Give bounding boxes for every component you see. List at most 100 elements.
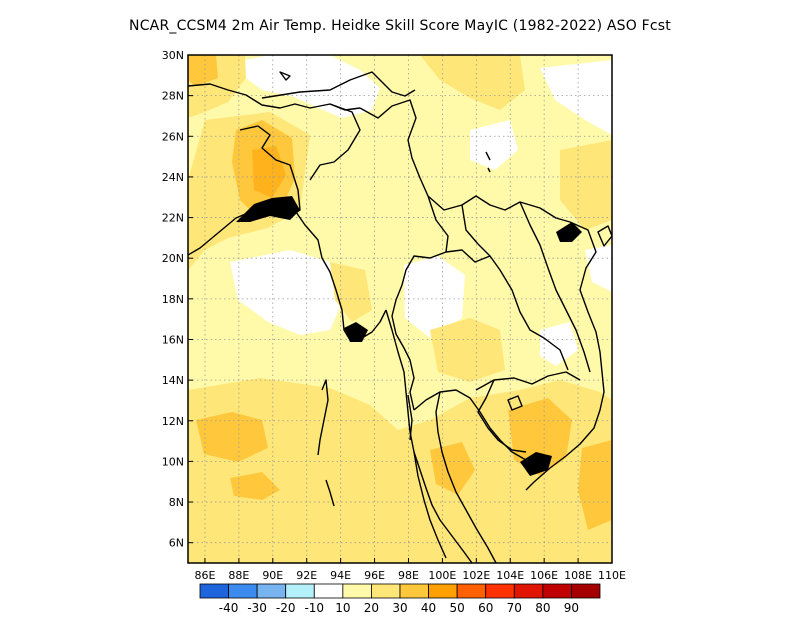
coast-malay-west: [413, 451, 473, 563]
colorbar-label: 30: [392, 601, 407, 615]
coastlines-borders: [188, 71, 612, 563]
field-20-30-south: [188, 378, 612, 563]
border-thailand-laos: [445, 249, 569, 371]
colorbar-swatch: [199, 583, 229, 599]
colorbar-label: -40: [219, 601, 239, 615]
lat-tick-label: 10N: [162, 455, 184, 468]
colorbar-label: 40: [421, 601, 436, 615]
field-30-40-sw-ocean: [196, 412, 268, 462]
delta-coastline-detail: [236, 196, 582, 476]
field-20-30-central-thailand: [430, 318, 505, 382]
colorbar-swatch: [513, 583, 544, 599]
lat-tick-label: 12N: [162, 415, 184, 428]
colorbar-label: 60: [478, 601, 493, 615]
lat-tick-label: 30N: [162, 49, 184, 62]
colorbar-swatch: [228, 583, 258, 599]
lat-tick-label: 20N: [162, 252, 184, 265]
lon-tick-label: 102E: [462, 569, 490, 582]
colorbar: [199, 583, 601, 599]
field-20-30-south-china: [560, 140, 612, 230]
lat-tick-label: 8N: [169, 496, 184, 509]
colorbar-label: 20: [364, 601, 379, 615]
lon-tick-label: 90E: [262, 569, 283, 582]
delta-mekong: [520, 452, 552, 476]
colorbar-swatch: [399, 583, 429, 599]
islands-mergui: [407, 394, 413, 441]
field-near-zero-bay: [230, 250, 345, 335]
lon-tick-label: 88E: [228, 569, 249, 582]
lat-tick-label: 16N: [162, 333, 184, 346]
lat-tick-label: 24N: [162, 171, 184, 184]
border-myanmar-china: [359, 99, 571, 223]
colorbar-label: -10: [304, 601, 324, 615]
lon-tick-label: 94E: [330, 569, 351, 582]
colorbar-swatch: [542, 583, 572, 599]
longitude-axis: 86E 88E 90E 92E 94E 96E 98E 100E 102E 104E 106E 108…: [194, 558, 626, 582]
colorbar-labels: -40 -30 -20 -10 10 20 30 40 50 60 70 80 90: [219, 601, 579, 615]
colorbar-swatch: [371, 583, 401, 599]
lake-tonle-sap: [507, 395, 523, 411]
colorbar-swatch: [456, 583, 487, 599]
delta-red-river: [556, 222, 582, 242]
colorbar-label: 10: [335, 601, 350, 615]
graticule: [188, 55, 612, 563]
lakes-yunnan: [485, 151, 491, 173]
lat-tick-label: 28N: [162, 90, 184, 103]
colorbar-label: 80: [535, 601, 550, 615]
border-tibet-ne-india: [261, 71, 416, 99]
coast-malay-east: [435, 391, 497, 563]
lon-tick-label: 106E: [530, 569, 558, 582]
field-near-zero-hainan: [585, 245, 612, 292]
plot-frame: [187, 54, 613, 564]
islands-andaman: [317, 379, 329, 456]
lon-tick-label: 100E: [428, 569, 456, 582]
colorbar-label: 90: [564, 601, 579, 615]
colorbar-label: 70: [507, 601, 522, 615]
lat-tick-label: 22N: [162, 212, 184, 225]
colorbar-label: -20: [276, 601, 296, 615]
colorbar-label: 50: [450, 601, 465, 615]
delta-sundarbans: [236, 196, 300, 222]
field-30-40-cambodia: [508, 398, 572, 476]
field-near-zero-himalaya: [235, 55, 380, 118]
border-assam: [309, 103, 361, 181]
border-laos-north: [461, 204, 491, 257]
coast-vietnam: [525, 221, 605, 491]
colorbar-swatch: [342, 583, 372, 599]
colorbar-swatch: [313, 583, 344, 599]
field-near-zero-north-thailand: [404, 256, 465, 338]
field-near-zero-yunnan: [470, 120, 518, 170]
map-title: NCAR_CCSM4 2m Air Temp. Heidke Skill Sco…: [129, 18, 671, 34]
field-20-30-tibet: [420, 55, 525, 110]
latitude-axis: 6N 8N 10N 12N 14N 16N 18N 20N 22N 24N 26N 28N 30N: [162, 49, 193, 550]
coast-tenasserim: [385, 309, 447, 559]
field-30-40-se-ocean: [578, 440, 612, 530]
lat-tick-label: 18N: [162, 293, 184, 306]
lon-tick-label: 104E: [496, 569, 524, 582]
border-cambodia-west: [477, 379, 527, 453]
colorbar-swatch: [571, 583, 601, 599]
lon-tick-label: 98E: [398, 569, 419, 582]
colorbar-swatch: [256, 583, 287, 599]
lat-tick-label: 14N: [162, 374, 184, 387]
colorbar-swatch: [428, 583, 458, 599]
field-near-zero-ne: [540, 60, 612, 135]
islands-nicobar: [325, 479, 335, 507]
lon-tick-label: 96E: [364, 569, 385, 582]
lon-tick-label: 86E: [194, 569, 215, 582]
coast-gulf-of-thailand: [413, 389, 535, 471]
colorbar-label: -30: [247, 601, 267, 615]
border-myanmar-thailand: [391, 195, 449, 411]
lat-tick-label: 26N: [162, 130, 184, 143]
island-hainan: [597, 225, 612, 247]
field-30-40-sw-ocean-b: [230, 472, 280, 500]
colorbar-swatch: [485, 583, 515, 599]
field-30-40-nw-corner: [188, 55, 218, 86]
field-30-40-gulf-thailand: [430, 442, 475, 495]
colorbar-swatch: [285, 583, 315, 599]
lon-tick-label: 110E: [598, 569, 626, 582]
lat-tick-label: 6N: [169, 537, 184, 550]
skill-score-field: [188, 55, 612, 563]
lon-tick-label: 108E: [564, 569, 592, 582]
